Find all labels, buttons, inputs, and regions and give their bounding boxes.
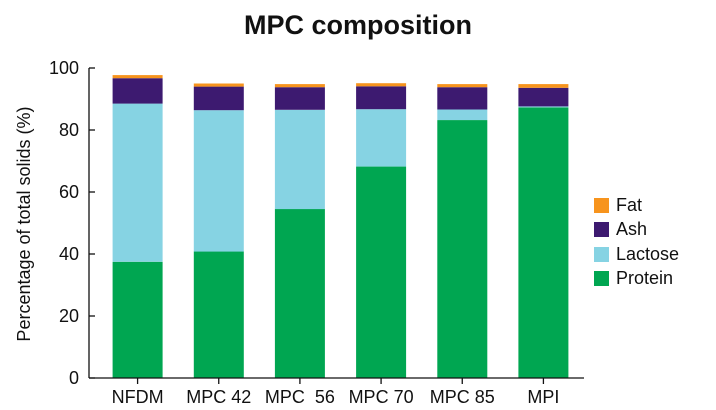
bar-protein bbox=[193, 251, 244, 378]
y-tick-label: 40 bbox=[59, 244, 79, 264]
bar-lactose bbox=[518, 106, 569, 108]
legend-label: Lactose bbox=[616, 243, 680, 264]
legend-item-fat: Fat bbox=[594, 193, 679, 218]
chart-title: MPC composition bbox=[244, 10, 472, 40]
legend-swatch bbox=[594, 197, 609, 213]
x-tick-label: MPI bbox=[527, 387, 559, 407]
x-axis: NFDM MPC 42 MPC 56 MPC 70 MPC 85 MPI bbox=[89, 377, 584, 407]
bar-ash bbox=[356, 86, 407, 110]
legend-swatch bbox=[594, 246, 609, 262]
y-axis: 0 20 40 60 80 100 bbox=[49, 58, 95, 388]
y-tick-label: 100 bbox=[49, 58, 79, 78]
x-tick-label: MPC 42 bbox=[186, 387, 251, 407]
bars bbox=[112, 75, 569, 379]
bar-fat bbox=[437, 84, 488, 88]
bar-fat bbox=[356, 83, 407, 87]
legend-item-protein: Protein bbox=[594, 267, 679, 292]
bar-lactose bbox=[274, 109, 325, 210]
y-tick-label: 20 bbox=[59, 306, 79, 326]
bar-ash bbox=[437, 87, 488, 110]
bar-protein bbox=[356, 166, 407, 378]
bar-ash bbox=[518, 87, 569, 107]
y-axis-title: Percentage of total solids (%) bbox=[14, 106, 34, 341]
bar-lactose bbox=[437, 109, 488, 120]
bar-protein bbox=[112, 261, 163, 379]
legend-swatch bbox=[594, 222, 609, 238]
legend: Fat Ash Lactose Protein bbox=[594, 193, 679, 291]
bar-ash bbox=[193, 86, 244, 111]
y-tick-label: 60 bbox=[59, 182, 79, 202]
y-tick-label: 0 bbox=[69, 368, 79, 388]
bar-lactose bbox=[193, 110, 244, 252]
x-tick-label: MPC 56 bbox=[265, 387, 335, 407]
bar-fat bbox=[518, 84, 569, 88]
legend-swatch bbox=[594, 271, 609, 287]
legend-item-lactose: Lactose bbox=[594, 242, 679, 267]
x-tick-label: MPC 70 bbox=[349, 387, 414, 407]
bar-fat bbox=[274, 84, 325, 88]
legend-label: Fat bbox=[616, 194, 643, 215]
x-tick-label: NFDM bbox=[112, 387, 164, 407]
bar-ash bbox=[112, 78, 163, 104]
legend-label: Ash bbox=[616, 219, 648, 240]
bar-lactose bbox=[356, 109, 407, 167]
legend-label: Protein bbox=[616, 268, 674, 289]
bar-protein bbox=[437, 120, 488, 378]
x-tick-label: MPC 85 bbox=[430, 387, 495, 407]
bar-fat bbox=[193, 83, 244, 87]
legend-item-ash: Ash bbox=[594, 218, 679, 243]
bar-ash bbox=[274, 87, 325, 110]
bar-lactose bbox=[112, 103, 163, 262]
bar-protein bbox=[274, 209, 325, 378]
y-tick-label: 80 bbox=[59, 120, 79, 140]
bar-protein bbox=[518, 107, 569, 379]
bar-fat bbox=[112, 75, 163, 79]
